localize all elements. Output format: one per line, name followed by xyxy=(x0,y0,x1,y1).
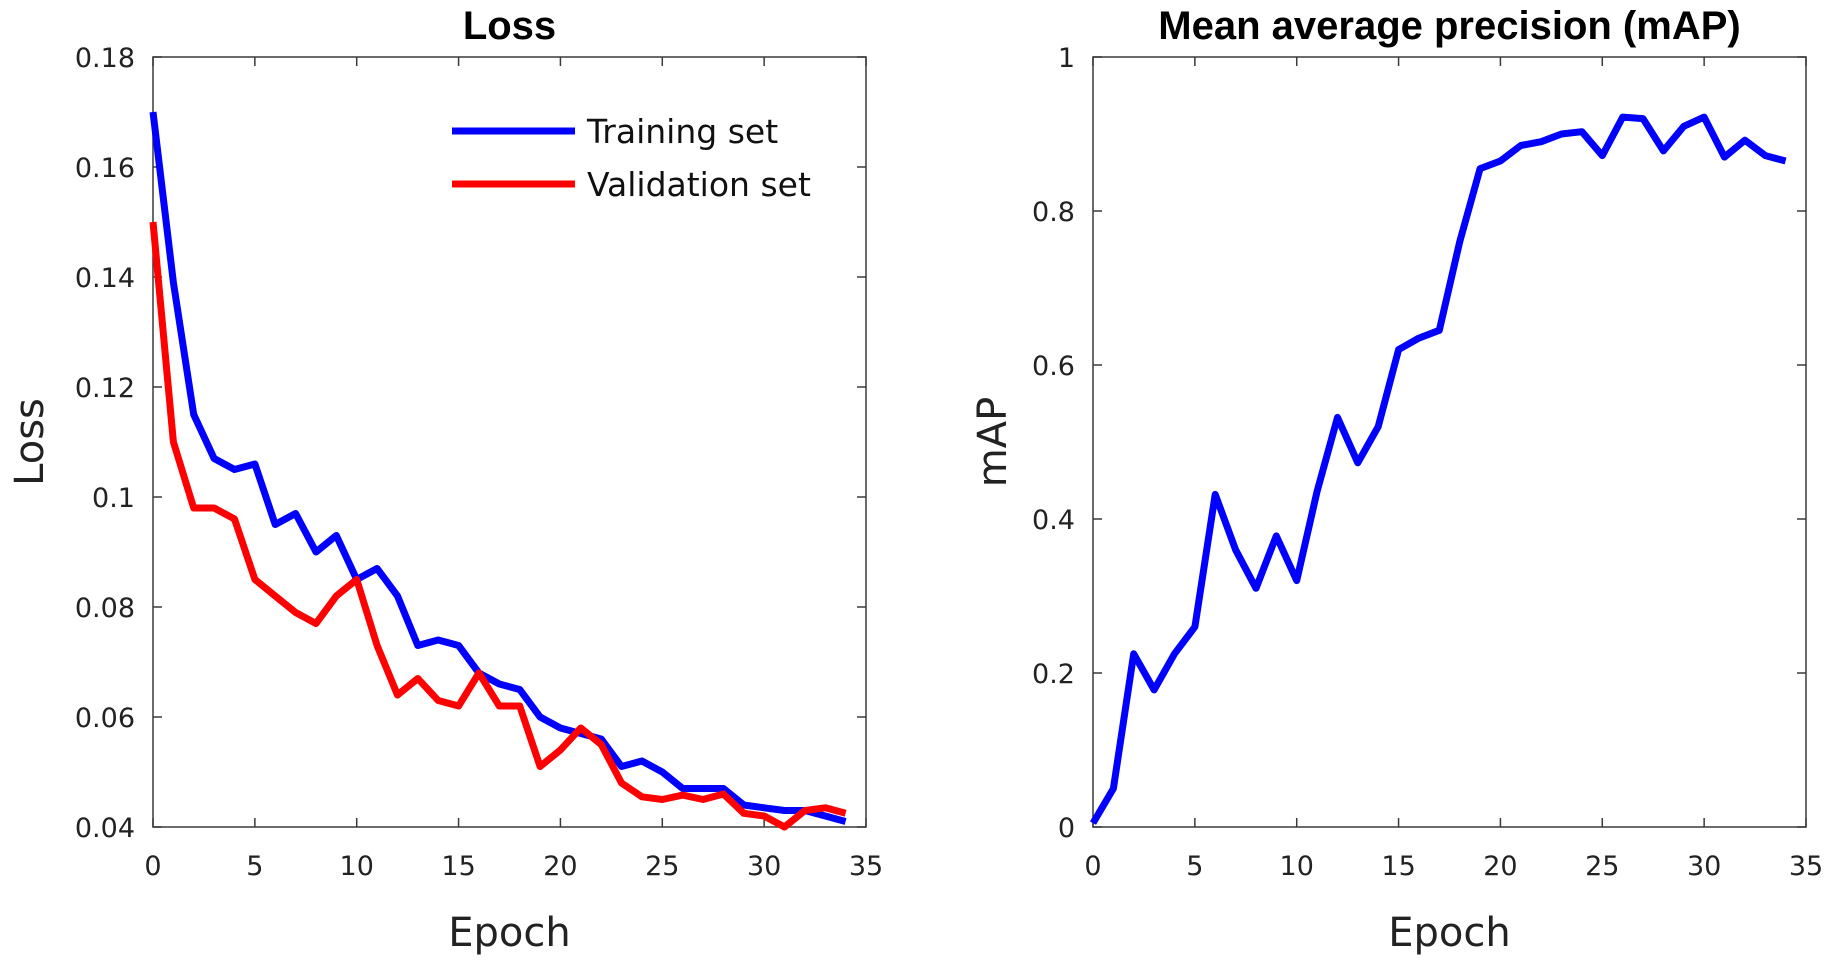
x-tick-label: 25 xyxy=(645,851,679,882)
x-tick-label: 35 xyxy=(1789,851,1823,882)
x-tick-label: 30 xyxy=(1687,851,1721,882)
x-tick-label: 30 xyxy=(747,851,781,882)
y-tick-label: 0.06 xyxy=(75,703,135,734)
series-line-validation-set xyxy=(149,221,847,831)
map-chart: 0 5 10 15 20 25 30 35 0 0.2 0.4 0.6 0.8 1 Mean average… xyxy=(970,4,1823,956)
x-tick-label: 35 xyxy=(849,851,883,882)
plot-frame xyxy=(152,56,867,828)
x-tick-label: 15 xyxy=(1381,851,1415,882)
x-tick-label: 20 xyxy=(1483,851,1517,882)
x-tick-label: 15 xyxy=(441,851,475,882)
series-line-training-set xyxy=(149,111,847,825)
x-tick-label: 5 xyxy=(1186,851,1203,882)
x-axis-label: Epoch xyxy=(448,910,570,956)
plot-frame xyxy=(1092,56,1807,828)
y-tick-label: 0.08 xyxy=(75,593,135,624)
y-tick-label: 0.1 xyxy=(92,483,135,514)
chart-title: Loss xyxy=(463,4,556,48)
loss-chart: 0 5 10 15 20 25 30 35 0.04 0.06 0.08 0.1 0.12 0.14 0.1… xyxy=(7,4,883,956)
x-tick-label: 0 xyxy=(1084,851,1101,882)
x-tick-label: 5 xyxy=(246,851,263,882)
y-tick-label: 0.14 xyxy=(75,263,135,294)
y-tick-label: 1 xyxy=(1058,43,1075,74)
y-tick-label: 0.4 xyxy=(1032,505,1075,536)
x-tick-label: 10 xyxy=(340,851,374,882)
legend-label-validation-set: Validation set xyxy=(587,165,811,204)
y-axis-label: mAP xyxy=(970,397,1016,487)
x-tick-label: 25 xyxy=(1585,851,1619,882)
y-tick-label: 0.8 xyxy=(1032,197,1075,228)
x-axis-label: Epoch xyxy=(1388,910,1510,956)
x-tick-label: 20 xyxy=(543,851,577,882)
y-tick-label: 0.04 xyxy=(75,813,135,844)
chart-title: Mean average precision (mAP) xyxy=(1158,4,1740,48)
y-tick-label: 0.6 xyxy=(1032,351,1075,382)
y-tick-label: 0.12 xyxy=(75,373,135,404)
y-tick-label: 0.2 xyxy=(1032,659,1075,690)
y-axis-label: Loss xyxy=(7,398,53,486)
x-tick-label: 10 xyxy=(1280,851,1314,882)
y-tick-label: 0.18 xyxy=(75,43,135,74)
y-tick-label: 0.16 xyxy=(75,153,135,184)
x-tick-label: 0 xyxy=(144,851,161,882)
series-line-map xyxy=(1089,113,1787,825)
legend-label-training-set: Training set xyxy=(586,112,778,151)
y-tick-label: 0 xyxy=(1058,813,1075,844)
